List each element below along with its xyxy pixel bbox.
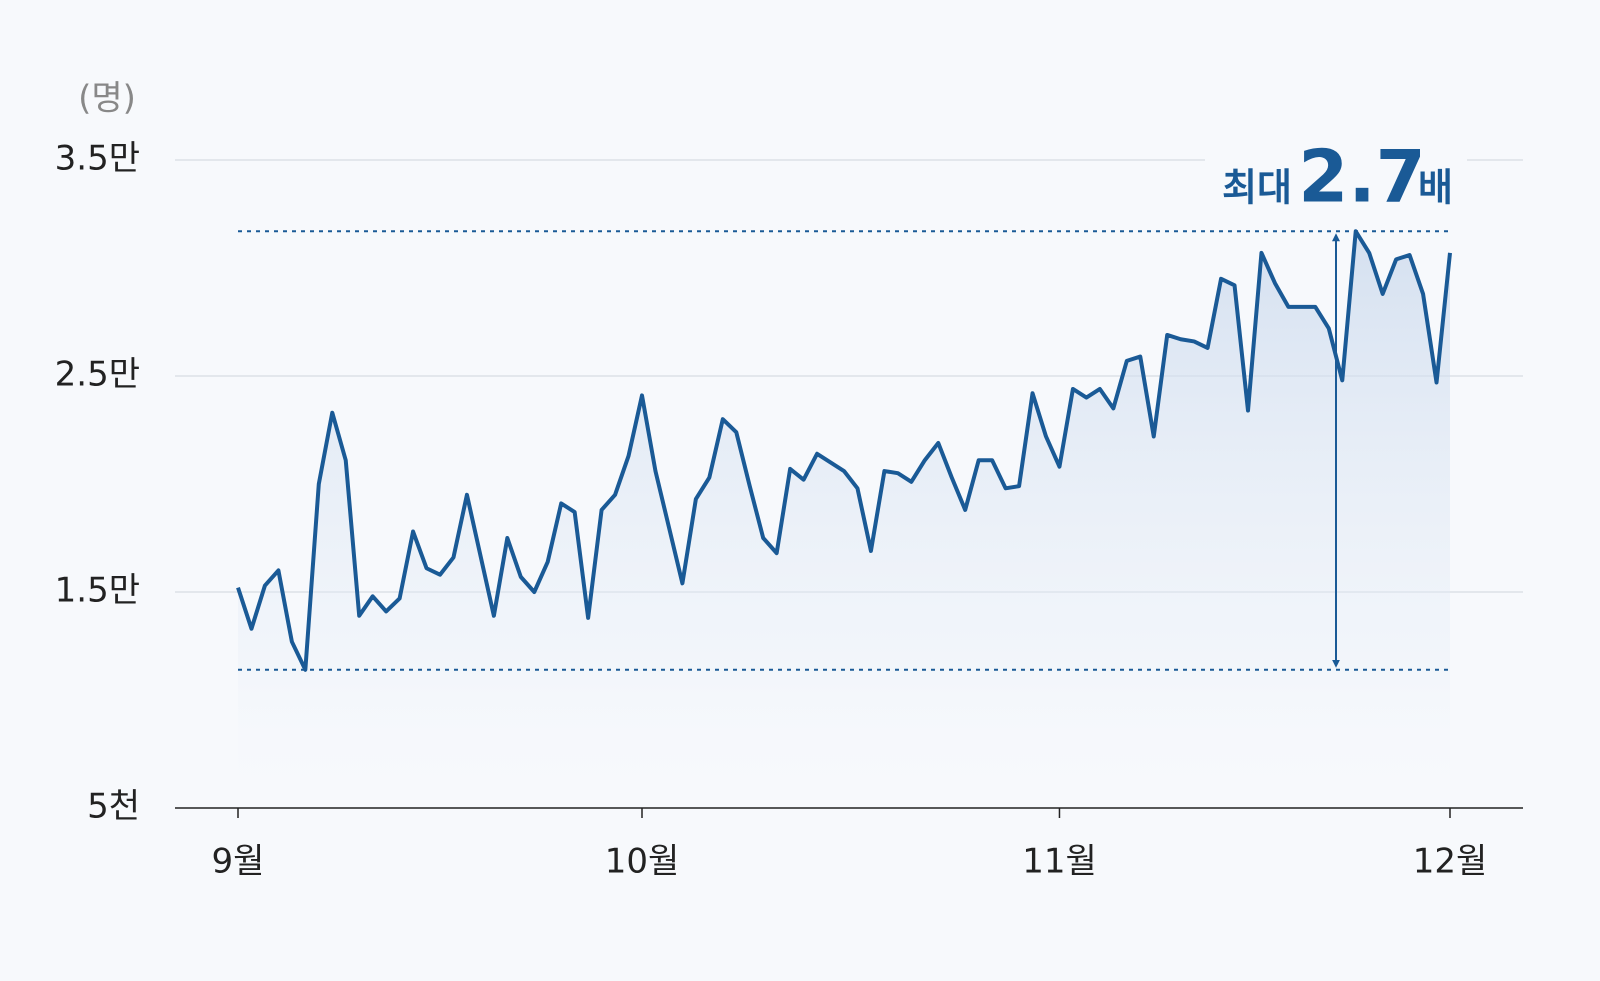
y-tick-label: 3.5만 <box>55 139 140 179</box>
unit-label: (명) <box>78 79 136 119</box>
x-tick-label: 12월 <box>1413 842 1488 882</box>
x-tick-label: 11월 <box>1022 842 1097 882</box>
area <box>238 231 1450 808</box>
y-tick-label: 2.5만 <box>55 355 140 395</box>
annotation-prefix: 최대 <box>1222 166 1292 210</box>
annotation-value: 2.7 <box>1298 135 1426 219</box>
x-tick-label: 9월 <box>212 842 265 882</box>
annotation-suffix: 배 <box>1418 166 1453 210</box>
line <box>236 229 1452 672</box>
y-tick-label: 1.5만 <box>55 571 140 611</box>
annotation-bg <box>1205 140 1467 218</box>
y-tick-label: 5천 <box>87 787 140 827</box>
x-tick-label: 10월 <box>605 842 680 882</box>
